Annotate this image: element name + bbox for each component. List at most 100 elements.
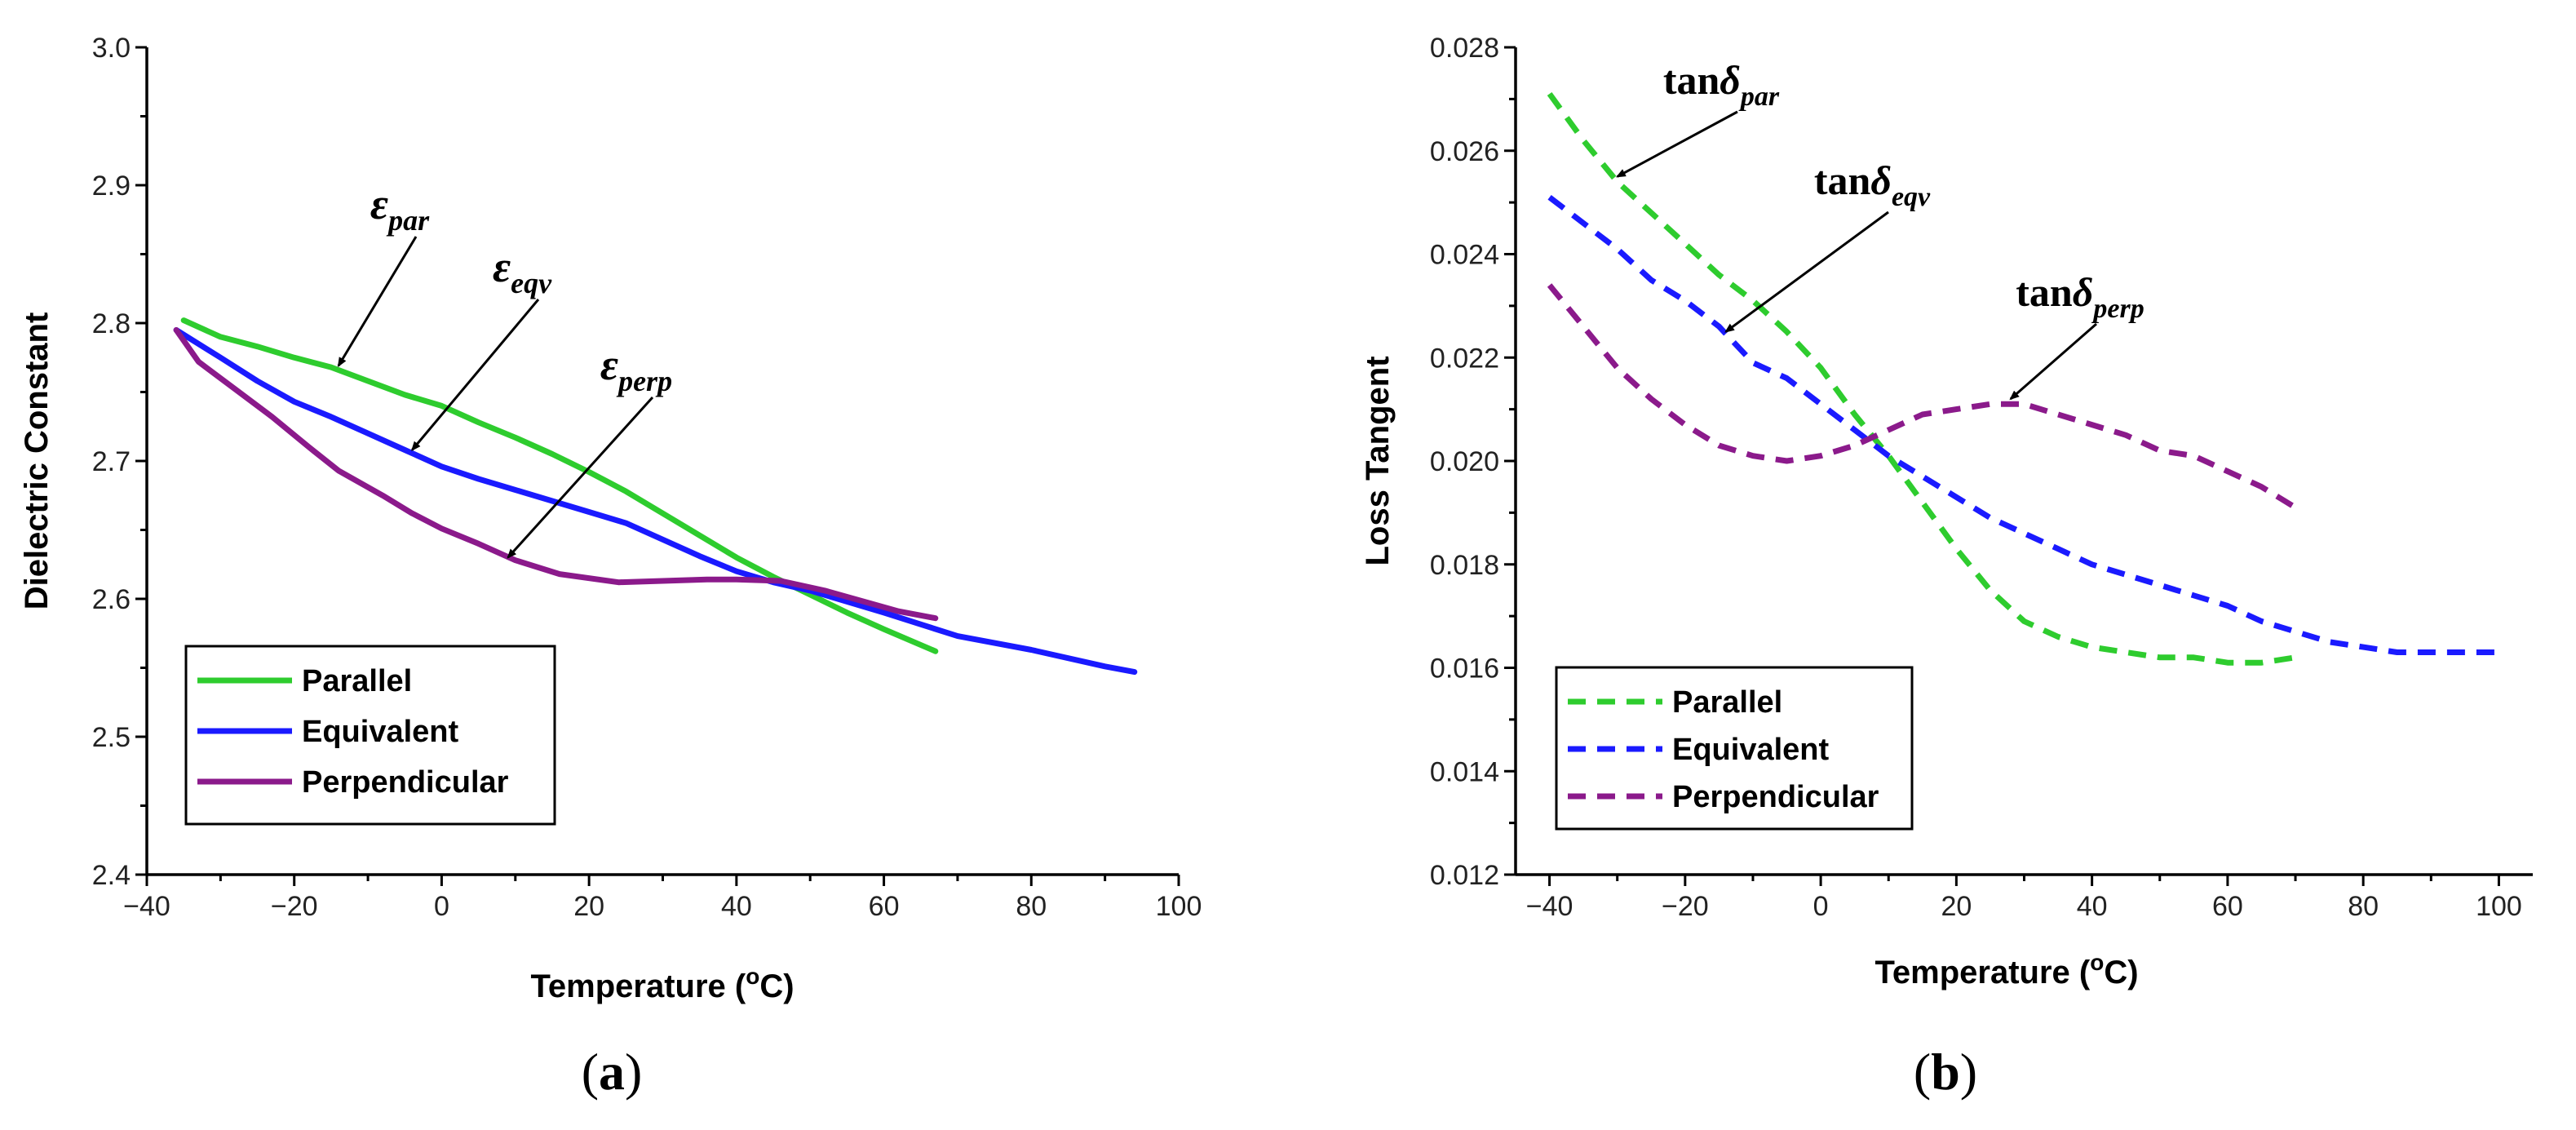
panel-b-x-title-sup: o [2090,950,2104,975]
panel-a-legend: Parallel Equivalent Perpendicular [184,645,556,826]
panel-a-series-perpendicular [173,327,939,622]
panel-a-series-equivalent [173,327,1138,676]
panel-b-label-open: ( [1914,1043,1931,1101]
panel-a-annotation-arrow [507,396,654,559]
panel-a-x-tick-label: 0 [434,891,449,922]
panel-b-series-parallel [1547,91,2296,666]
panel-b-label-letter: b [1931,1043,1960,1101]
panel-a-x-tick-label: 60 [869,891,900,922]
panel-a-annotation-perp: εperp [600,340,672,397]
panel-b-y-tick-label: 0.016 [1430,654,1499,685]
panel-a-x-title-end: C) [759,968,794,1004]
panel-a-annotation-subscript: eqv [511,267,552,299]
panel-b-legend-label-parallel: Parallel [1672,685,1782,720]
panel-a-label-letter: a [599,1043,625,1101]
panel-a-annotation-eqv: εeqv [493,242,552,299]
panel-b-annotation-par: tanδpar [1663,57,1780,112]
panel-b-y-axis-title: Loss Tangent [1360,356,1396,565]
panel-a-annotation-symbol: ε [600,340,618,389]
panel-b-ticks: −40 −20 0 20 40 60 80 100 0.012 0.014 0.016 0.018 0.… [1430,33,2522,922]
panel-a-ticks: −40 −20 0 20 40 60 80 100 2.4 2.5 2.6 2.7 2.8 2.9 3.0 [92,33,1202,922]
panel-a-x-tick-label: 40 [721,891,752,922]
panel-a-legend-label-parallel: Parallel [302,664,412,698]
panel-a-y-tick-label: 2.9 [92,171,131,202]
panel-b-loss-tangent: −40 −20 0 20 40 60 80 100 0.012 0.014 0.016 0.018 0.… [1360,33,2533,1101]
panel-b-x-tick-label: 20 [1941,891,1972,922]
panel-a-legend-label-perpendicular: Perpendicular [302,765,509,800]
panel-a-x-axis-title: Temperature (oC) [530,964,794,1004]
panel-b-x-tick-label: −20 [1662,891,1709,922]
panel-a-x-tick-label: 20 [573,891,604,922]
panel-a-legend-label-equivalent: Equivalent [302,715,458,749]
panel-a-legend-box [184,645,556,826]
panel-b-legend-label-perpendicular: Perpendicular [1672,780,1879,814]
panel-a-y-tick-label: 2.4 [92,860,131,891]
panel-a-y-tick-label: 2.6 [92,584,131,615]
panel-b-annotation-subscript: par [1738,82,1780,112]
panel-b-y-tick-label: 0.012 [1430,860,1499,891]
panel-a-y-axis-title: Dielectric Constant [19,312,55,610]
panel-b-annotation-symbol: tan [1814,157,1871,203]
panel-b-x-tick-label: −40 [1526,891,1573,922]
panel-a-annotation-subscript: par [386,204,430,237]
panel-b-series-perpendicular [1547,283,2297,510]
panel-b-x-tick-label: 0 [1813,891,1829,922]
panel-a-dielectric-constant: −40 −20 0 20 40 60 80 1002.42.52.62.72.82.93.0 … [19,33,1202,1101]
panel-b-legend: Parallel Equivalent Perpendicular [1555,666,1914,831]
panel-a-x-tick-label: −40 [123,891,170,922]
panel-b-annotation-arrow [2009,322,2097,401]
panel-b-annotation-subscript: eqv [1892,182,1931,212]
panel-b-y-tick-label: 0.020 [1430,446,1499,477]
panel-a-annotation-arrow [411,299,540,452]
panel-b-annotation-perp: tanδperp [2016,269,2144,324]
panel-a-annotation-symbol: ε [493,242,511,291]
panel-b-annotation-symbol: tan [1663,57,1720,103]
panel-b-y-tick-label: 0.024 [1430,240,1499,271]
panel-b-x-tick-label: 40 [2077,891,2108,922]
panel-b-label: (b) [1914,1043,1977,1101]
panel-a-x-tick-label: 100 [1156,891,1202,922]
panel-a-series [173,317,1138,676]
panel-b-x-axis-title: Temperature (oC) [1874,950,2138,990]
panel-b-annotation-delta: δ [1870,157,1892,203]
panel-b-x-tick-label: 100 [2476,891,2522,922]
panel-a-x-tick-label: −20 [271,891,318,922]
panel-b-x-tick-label: 60 [2212,891,2243,922]
panel-b-series-equivalent [1547,195,2499,655]
panel-a-annotation-arrow [337,236,418,368]
panel-b-x-title-main: Temperature ( [1874,955,2090,990]
panel-a-x-title-sup: o [746,964,759,989]
panel-b-legend-label-equivalent: Equivalent [1672,733,1829,767]
panel-b-series [1547,91,2499,666]
panel-a-label-close: ) [625,1043,642,1101]
panel-b-annotation-eqv: tanδeqv [1814,157,1931,212]
panel-b-annotation-arrow [1724,210,1889,333]
panel-b-y-tick-label: 0.026 [1430,136,1499,167]
panel-a-label: (a) [582,1043,643,1101]
panel-b-y-tick-label: 0.022 [1430,343,1499,374]
panel-a-y-tick-label: 2.5 [92,722,131,753]
panel-b-y-tick-label: 0.018 [1430,550,1499,581]
panel-a-annotation-par: εpar [370,179,430,237]
panel-a-x-title-main: Temperature ( [530,968,746,1004]
panel-b-annotation-delta: δ [1720,57,1741,103]
panel-a-x-tick-label: 80 [1016,891,1047,922]
panel-b-x-title-end: C) [2104,955,2138,990]
panel-a-y-tick-label: 2.7 [92,446,131,477]
panel-a-annotation-subscript: perp [616,365,672,397]
panel-b-annotation-subscript: perp [2091,294,2144,324]
panel-b-y-tick-label: 0.014 [1430,756,1499,787]
panel-a-label-open: ( [582,1043,599,1101]
panel-b-x-tick-label: 80 [2348,891,2379,922]
panel-b-legend-box [1555,666,1914,831]
panel-a-y-tick-label: 3.0 [92,33,131,64]
panel-b-y-tick-label: 0.028 [1430,33,1499,64]
panel-a-y-tick-label: 2.8 [92,308,131,339]
panel-b-label-close: ) [1960,1043,1977,1101]
panel-b-annotation-arrow [1615,110,1738,178]
panel-a-annotation-symbol: ε [370,179,388,228]
panel-a-series-parallel [180,317,939,654]
